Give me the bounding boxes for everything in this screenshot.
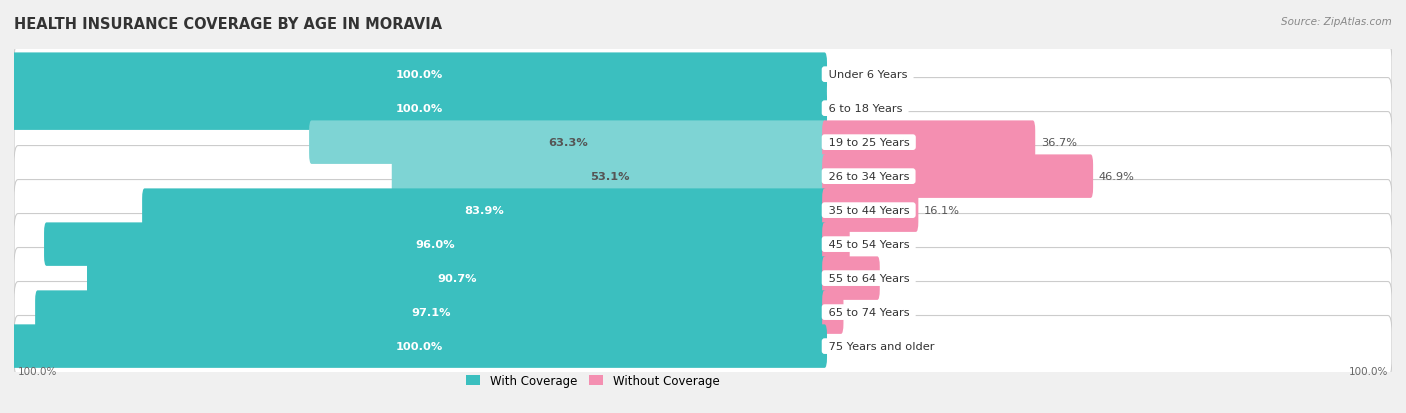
FancyBboxPatch shape bbox=[14, 146, 1392, 207]
FancyBboxPatch shape bbox=[823, 257, 880, 300]
Text: 65 to 74 Years: 65 to 74 Years bbox=[824, 307, 912, 317]
Text: Under 6 Years: Under 6 Years bbox=[824, 70, 911, 80]
FancyBboxPatch shape bbox=[142, 189, 827, 233]
Text: 0.0%: 0.0% bbox=[837, 104, 866, 114]
FancyBboxPatch shape bbox=[11, 53, 827, 97]
FancyBboxPatch shape bbox=[14, 78, 1392, 140]
Text: 19 to 25 Years: 19 to 25 Years bbox=[824, 138, 912, 148]
FancyBboxPatch shape bbox=[309, 121, 827, 164]
Text: 63.3%: 63.3% bbox=[548, 138, 588, 148]
FancyBboxPatch shape bbox=[14, 112, 1392, 173]
Text: 97.1%: 97.1% bbox=[412, 307, 451, 317]
Text: 35 to 44 Years: 35 to 44 Years bbox=[824, 206, 912, 216]
Text: 100.0%: 100.0% bbox=[395, 104, 443, 114]
FancyBboxPatch shape bbox=[823, 121, 1035, 164]
FancyBboxPatch shape bbox=[44, 223, 827, 266]
FancyBboxPatch shape bbox=[823, 291, 844, 334]
Text: 100.0%: 100.0% bbox=[1348, 366, 1388, 376]
Text: 55 to 64 Years: 55 to 64 Years bbox=[824, 273, 912, 283]
Text: 75 Years and older: 75 Years and older bbox=[824, 341, 938, 351]
FancyBboxPatch shape bbox=[14, 214, 1392, 275]
Text: 45 to 54 Years: 45 to 54 Years bbox=[824, 240, 912, 249]
FancyBboxPatch shape bbox=[14, 282, 1392, 343]
Text: 26 to 34 Years: 26 to 34 Years bbox=[824, 172, 912, 182]
FancyBboxPatch shape bbox=[87, 257, 827, 300]
FancyBboxPatch shape bbox=[823, 189, 918, 233]
Text: 53.1%: 53.1% bbox=[589, 172, 628, 182]
Text: 100.0%: 100.0% bbox=[18, 366, 58, 376]
Text: HEALTH INSURANCE COVERAGE BY AGE IN MORAVIA: HEALTH INSURANCE COVERAGE BY AGE IN MORA… bbox=[14, 17, 441, 31]
Text: 90.7%: 90.7% bbox=[437, 273, 477, 283]
FancyBboxPatch shape bbox=[392, 155, 827, 198]
Text: 36.7%: 36.7% bbox=[1040, 138, 1077, 148]
FancyBboxPatch shape bbox=[14, 248, 1392, 309]
Text: 83.9%: 83.9% bbox=[465, 206, 505, 216]
Text: 0.0%: 0.0% bbox=[837, 70, 866, 80]
FancyBboxPatch shape bbox=[14, 316, 1392, 377]
FancyBboxPatch shape bbox=[11, 87, 827, 131]
Text: 4.0%: 4.0% bbox=[855, 240, 884, 249]
Text: 16.1%: 16.1% bbox=[924, 206, 960, 216]
Text: 46.9%: 46.9% bbox=[1098, 172, 1135, 182]
Text: 2.9%: 2.9% bbox=[849, 307, 877, 317]
FancyBboxPatch shape bbox=[823, 155, 1092, 198]
Text: 100.0%: 100.0% bbox=[395, 70, 443, 80]
FancyBboxPatch shape bbox=[14, 180, 1392, 241]
Text: 100.0%: 100.0% bbox=[395, 341, 443, 351]
Text: 9.3%: 9.3% bbox=[886, 273, 914, 283]
FancyBboxPatch shape bbox=[823, 223, 849, 266]
Text: 96.0%: 96.0% bbox=[416, 240, 456, 249]
FancyBboxPatch shape bbox=[35, 291, 827, 334]
FancyBboxPatch shape bbox=[11, 325, 827, 368]
Text: 0.0%: 0.0% bbox=[837, 341, 866, 351]
Legend: With Coverage, Without Coverage: With Coverage, Without Coverage bbox=[461, 369, 724, 392]
Text: 6 to 18 Years: 6 to 18 Years bbox=[824, 104, 905, 114]
FancyBboxPatch shape bbox=[14, 45, 1392, 105]
Text: Source: ZipAtlas.com: Source: ZipAtlas.com bbox=[1281, 17, 1392, 26]
